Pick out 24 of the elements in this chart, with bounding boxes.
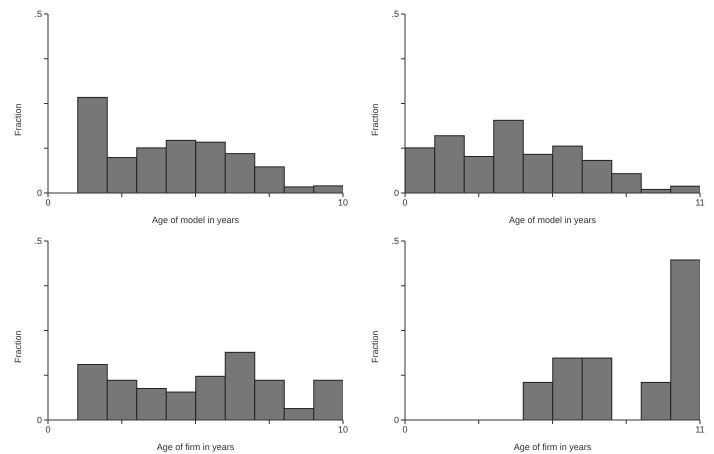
y-axis-title: Fraction	[13, 330, 24, 364]
x-tick-label: 10	[338, 197, 348, 208]
y-tick-label: .5	[391, 236, 399, 246]
y-tick-label: .5	[34, 9, 42, 19]
x-axis-title: Age of model in years	[152, 215, 240, 225]
x-axis-title: Age of firm in years	[514, 442, 592, 452]
y-axis-title: Fraction	[370, 330, 380, 364]
x-tick-label: 0	[402, 197, 408, 208]
y-tick-label: 0	[394, 188, 399, 198]
y-axis-title: Fraction	[13, 104, 24, 136]
x-tick-label: 11	[695, 197, 705, 208]
x-tick-label: 11	[695, 424, 705, 434]
x-tick-label: 10	[338, 424, 348, 434]
y-tick-label: .5	[34, 236, 42, 246]
y-axis-title: Fraction	[370, 104, 380, 136]
x-tick-label: 0	[45, 197, 51, 208]
x-axis-title: Age of model in years	[508, 215, 597, 225]
y-tick-label: 0	[394, 415, 399, 425]
x-tick-label: 0	[402, 424, 408, 434]
y-tick-label: 0	[36, 415, 42, 425]
y-tick-label: .5	[391, 9, 399, 19]
x-tick-label: 0	[45, 424, 51, 434]
y-tick-label: 0	[36, 188, 42, 198]
x-axis-title: Age of firm in years	[156, 442, 235, 452]
